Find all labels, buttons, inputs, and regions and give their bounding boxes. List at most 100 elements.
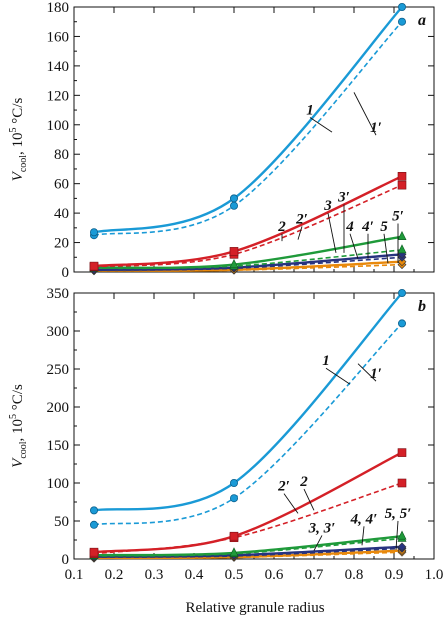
y-axis-label-factor: , 10 — [10, 132, 26, 155]
y-tick-label: 0 — [62, 265, 70, 281]
series-annotation: 4 — [345, 219, 354, 235]
y-tick-label: 300 — [47, 324, 70, 340]
series-annotation: 3′ — [337, 189, 350, 205]
series-annotation: 5′ — [392, 208, 404, 224]
y-tick-label: 20 — [54, 236, 69, 252]
y-tick-label: 120 — [47, 88, 70, 104]
x-tick-label: 1.0 — [425, 567, 444, 583]
series-annotation: 2 — [299, 474, 308, 490]
x-tick-label: 0.4 — [185, 567, 204, 583]
series-annotation: 2′ — [295, 211, 308, 227]
y-axis-label-unit: °C/s — [10, 384, 26, 414]
series-line-2-prime — [93, 184, 403, 268]
y-tick-label: 40 — [54, 206, 69, 222]
data-point-2 — [89, 547, 99, 557]
annotation-leader — [383, 233, 389, 264]
y-tick-label: 140 — [47, 59, 70, 75]
series-annotation: 1′ — [370, 120, 382, 136]
annotation-leader — [349, 233, 359, 259]
series-annotation: 2 — [277, 219, 286, 235]
series-line-1 — [93, 6, 403, 234]
y-tick-label: 60 — [54, 177, 69, 193]
data-point-1-prime — [90, 520, 99, 529]
y-tick-label: 250 — [47, 362, 70, 378]
series-annotation: 3, 3′ — [308, 520, 336, 536]
data-point-2 — [229, 247, 239, 256]
data-point-2 — [89, 261, 99, 271]
y-tick-label: 160 — [47, 29, 70, 45]
series-group — [89, 3, 407, 276]
data-point-2 — [229, 531, 239, 541]
y-tick-label: 0 — [62, 552, 70, 568]
x-axis-label: Relative granule radius — [185, 600, 324, 616]
series-annotation: 2′ — [277, 479, 290, 495]
y-axis-label-subscript: cool — [18, 155, 29, 172]
series-annotation: 1′ — [370, 366, 382, 382]
data-point-1 — [90, 506, 99, 515]
y-axis-label-subscript: cool — [18, 441, 29, 458]
annotation-leader — [313, 535, 323, 551]
x-tick-label: 0.9 — [385, 567, 404, 583]
data-point-3 — [229, 258, 239, 268]
series-line-1-prime — [93, 21, 403, 236]
data-point-1 — [90, 228, 99, 237]
series-annotation: 1 — [322, 353, 330, 369]
data-point-3-prime — [397, 244, 407, 254]
series-annotation: 5 — [380, 219, 388, 235]
annotation-leader — [395, 520, 399, 550]
data-point-1-prime — [229, 494, 238, 503]
series-annotation: 4′ — [361, 219, 374, 235]
annotation-leader — [327, 213, 337, 253]
x-tick-label: 0.3 — [145, 567, 164, 583]
annotation-leader — [361, 526, 365, 546]
series-annotation: 4, 4′ — [350, 511, 378, 527]
panel-letter: a — [418, 12, 426, 29]
y-tick-label: 80 — [54, 147, 69, 163]
panel-letter: b — [418, 298, 426, 315]
chart-panel-b: 0.1 0.2 0.3 0.4 0.5 0.6 0.7 0.8 0.9 1.0 0 50 100 150 2… — [8, 286, 443, 583]
x-tick-label: 0.7 — [305, 567, 324, 583]
annotation-leader — [325, 367, 351, 385]
data-point-1-prime — [397, 319, 406, 328]
data-point-3 — [229, 547, 239, 557]
y-tick-label: 350 — [47, 286, 70, 302]
y-axis-label-symbol: V — [10, 170, 26, 181]
series-annotation: 1 — [306, 102, 314, 118]
series-line-1 — [93, 292, 403, 512]
data-point-1-prime — [229, 201, 238, 210]
y-axis-label-factor: , 10 — [10, 419, 26, 442]
y-axis-label-superscript: 5 — [8, 127, 19, 132]
annotation-leader — [353, 92, 377, 136]
data-point-1-prime — [397, 17, 406, 26]
annotation-leader — [297, 226, 303, 240]
data-point-2-prime — [397, 478, 407, 488]
y-tick-label: 50 — [54, 514, 69, 530]
x-tick-label: 0.6 — [265, 567, 284, 583]
y-axis-label: Vcool, 105 °C/s — [8, 98, 29, 182]
x-tick-label: 0.5 — [225, 567, 244, 583]
y-tick-label: 100 — [47, 118, 70, 134]
annotation-leader — [357, 363, 377, 382]
series-line-1-prime — [93, 322, 403, 526]
data-point-3 — [397, 530, 407, 540]
y-axis-label-unit: °C/s — [10, 98, 26, 128]
plot-frame — [73, 292, 435, 560]
series-line-2 — [93, 451, 403, 554]
data-point-2 — [397, 172, 407, 181]
annotation-leader — [283, 493, 299, 514]
data-point-1 — [229, 478, 238, 487]
data-point-1 — [397, 288, 406, 297]
series-annotation: 3 — [323, 198, 332, 214]
data-point-1 — [229, 194, 238, 203]
series-group — [89, 288, 407, 563]
data-point-2-prime — [397, 180, 407, 190]
y-tick-label: 100 — [47, 476, 70, 492]
data-point-1 — [397, 3, 406, 11]
data-point-3 — [397, 230, 407, 240]
series-annotation: 5, 5′ — [385, 506, 412, 522]
annotation-leader — [303, 488, 315, 511]
x-tick-label: 0.2 — [105, 567, 124, 583]
y-tick-label: 200 — [47, 400, 70, 416]
y-axis-label-superscript: 5 — [8, 414, 19, 419]
